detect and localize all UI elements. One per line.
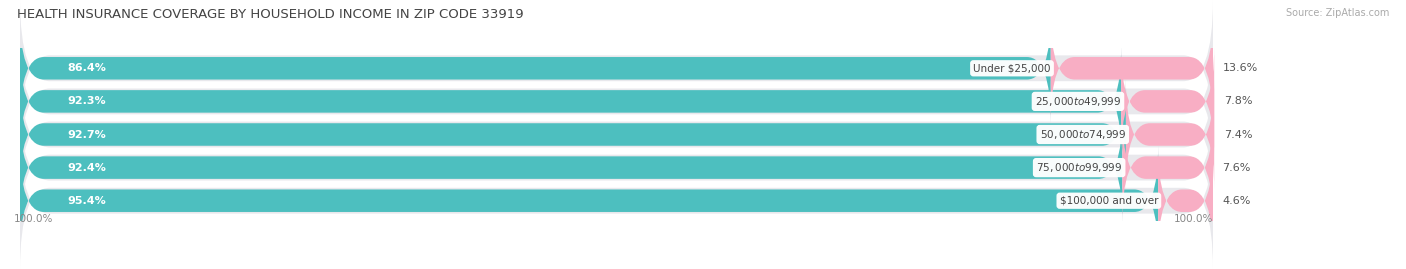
Text: HEALTH INSURANCE COVERAGE BY HOUSEHOLD INCOME IN ZIP CODE 33919: HEALTH INSURANCE COVERAGE BY HOUSEHOLD I… [17,8,523,21]
Text: 95.4%: 95.4% [67,196,107,206]
FancyBboxPatch shape [1126,80,1215,189]
FancyBboxPatch shape [20,0,1213,138]
FancyBboxPatch shape [20,47,1121,156]
FancyBboxPatch shape [20,31,1213,171]
FancyBboxPatch shape [1121,47,1215,156]
Text: Under $25,000: Under $25,000 [973,63,1050,73]
Text: 86.4%: 86.4% [67,63,107,73]
Text: 7.4%: 7.4% [1223,129,1253,140]
FancyBboxPatch shape [20,113,1122,222]
Text: 92.3%: 92.3% [67,96,107,107]
FancyBboxPatch shape [1159,146,1213,256]
Text: 7.6%: 7.6% [1223,162,1251,173]
Text: $25,000 to $49,999: $25,000 to $49,999 [1035,95,1121,108]
Text: 4.6%: 4.6% [1223,196,1251,206]
FancyBboxPatch shape [20,98,1213,238]
FancyBboxPatch shape [1050,13,1213,123]
FancyBboxPatch shape [1122,113,1213,222]
Text: 13.6%: 13.6% [1223,63,1258,73]
Text: Source: ZipAtlas.com: Source: ZipAtlas.com [1285,8,1389,18]
Text: 92.4%: 92.4% [67,162,107,173]
FancyBboxPatch shape [20,131,1213,269]
Text: 100.0%: 100.0% [14,214,53,224]
Text: $50,000 to $74,999: $50,000 to $74,999 [1039,128,1126,141]
FancyBboxPatch shape [20,13,1050,123]
FancyBboxPatch shape [20,80,1126,189]
Text: 92.7%: 92.7% [67,129,107,140]
Text: 7.8%: 7.8% [1223,96,1253,107]
Text: $100,000 and over: $100,000 and over [1060,196,1159,206]
FancyBboxPatch shape [20,65,1213,204]
Text: 100.0%: 100.0% [1174,214,1213,224]
Text: $75,000 to $99,999: $75,000 to $99,999 [1036,161,1122,174]
FancyBboxPatch shape [20,146,1159,256]
